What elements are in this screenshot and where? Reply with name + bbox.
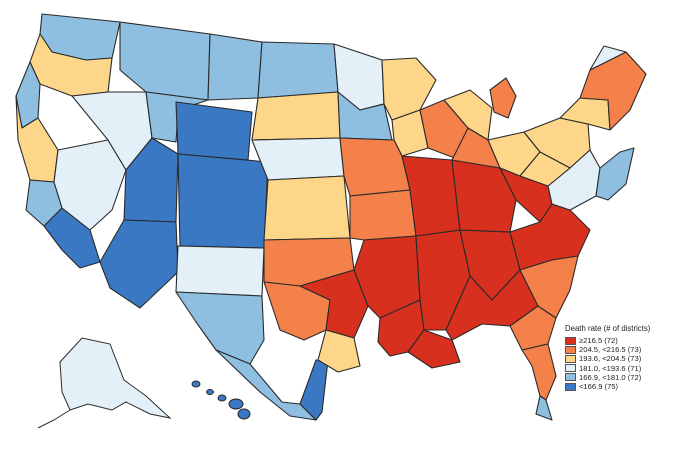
district-region xyxy=(535,395,553,421)
legend-label: 193.6, <204.5 (73) xyxy=(579,354,642,364)
map-legend: Death rate (# of districts) ≥216.5 (72) 2… xyxy=(565,324,685,391)
district-region xyxy=(547,149,601,211)
legend-label: ≥216.5 (72) xyxy=(579,336,618,346)
alaska-peninsula xyxy=(37,409,71,429)
legend-item: ≥216.5 (72) xyxy=(565,336,685,345)
legend-label: 181.0, <193.6 (71) xyxy=(579,363,642,373)
legend-swatch xyxy=(565,373,576,382)
district-region xyxy=(251,91,341,141)
legend-item: 181.0, <193.6 (71) xyxy=(565,364,685,373)
alaska-region xyxy=(59,337,172,419)
district-region xyxy=(177,153,269,249)
district-region xyxy=(589,45,627,71)
district-region xyxy=(443,89,493,141)
district-region xyxy=(175,245,265,297)
legend-item: 193.6, <204.5 (73) xyxy=(565,354,685,363)
district-region xyxy=(119,21,211,101)
district-region xyxy=(317,329,361,373)
district-region xyxy=(489,77,517,119)
legend-item: <166.9 (75) xyxy=(565,382,685,391)
district-region xyxy=(519,255,579,319)
legend-swatch xyxy=(565,336,576,345)
hawaii-island xyxy=(217,394,227,402)
legend-label: <166.9 (75) xyxy=(579,382,619,392)
hawaii-island xyxy=(191,380,201,388)
district-region xyxy=(251,137,345,181)
hawaii-island xyxy=(237,408,251,420)
legend-title: Death rate (# of districts) xyxy=(565,324,651,333)
legend-item: 166.9, <181.0 (72) xyxy=(565,373,685,382)
district-region xyxy=(509,305,557,351)
legend-label: 204.5, <216.5 (73) xyxy=(579,345,642,355)
hawaii-island xyxy=(206,389,214,395)
legend-item: 204.5, <216.5 (73) xyxy=(565,345,685,354)
legend-swatch xyxy=(565,345,576,354)
district-region xyxy=(391,109,429,157)
legend-label: 166.9, <181.0 (72) xyxy=(579,372,642,382)
district-region xyxy=(407,329,461,369)
district-region xyxy=(299,359,329,421)
district-region xyxy=(99,219,179,309)
district-region xyxy=(349,189,417,241)
legend-swatch xyxy=(565,382,576,391)
district-region xyxy=(175,101,253,161)
district-region xyxy=(521,343,557,401)
district-region xyxy=(207,33,263,101)
district-region xyxy=(401,155,461,237)
legend-swatch xyxy=(565,354,576,363)
hawaii-island xyxy=(228,398,244,410)
district-region xyxy=(263,175,351,241)
district-region xyxy=(519,151,571,187)
district-region xyxy=(257,41,339,99)
district-region xyxy=(215,349,317,421)
legend-swatch xyxy=(565,364,576,373)
district-region xyxy=(337,91,393,141)
district-region xyxy=(595,147,635,201)
